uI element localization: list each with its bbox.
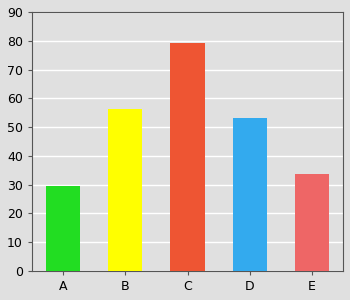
Bar	[233, 118, 267, 271]
Bar	[295, 174, 329, 271]
Bar	[46, 186, 80, 271]
Bar	[170, 43, 205, 271]
Bar	[108, 109, 142, 271]
